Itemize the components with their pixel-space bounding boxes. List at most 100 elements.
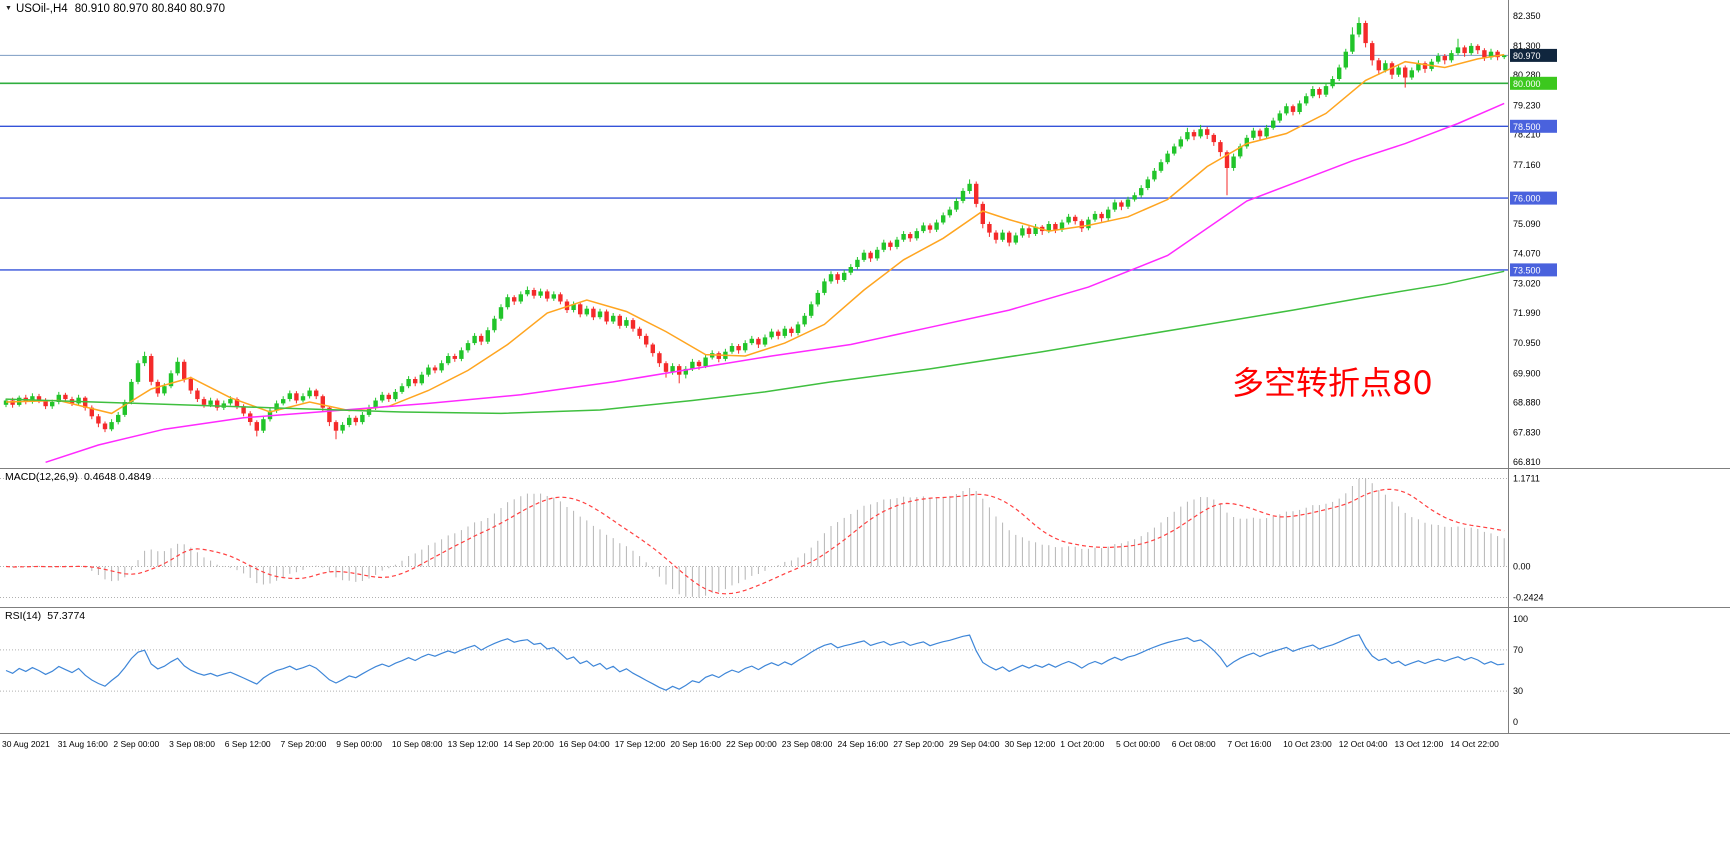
candle-body xyxy=(353,417,358,423)
rsi-value: 57.3774 xyxy=(47,610,86,622)
candle-body xyxy=(162,386,167,394)
candle-body xyxy=(1277,113,1282,121)
candle-body xyxy=(96,416,101,424)
candle-body xyxy=(347,417,352,425)
candle-body xyxy=(373,400,378,408)
candle-body xyxy=(683,368,688,375)
candle-body xyxy=(1139,188,1144,196)
candle-body xyxy=(703,357,708,367)
time-axis-label: 30 Sep 12:00 xyxy=(1004,739,1056,749)
candle-body xyxy=(1026,228,1032,234)
candle-body xyxy=(360,414,365,423)
candle-body xyxy=(1502,55,1507,58)
candle-body xyxy=(267,410,273,420)
candle-body xyxy=(1363,23,1368,44)
macd-axis-label: 0.00 xyxy=(1513,562,1531,572)
price-axis-label: 67.830 xyxy=(1513,428,1541,438)
candle-body xyxy=(591,308,596,318)
candle-body xyxy=(650,344,655,354)
candle-body xyxy=(1403,67,1408,78)
candle-body xyxy=(294,393,299,401)
time-axis-label: 7 Sep 20:00 xyxy=(280,739,327,749)
candle-body xyxy=(1198,129,1203,137)
candle-body xyxy=(142,356,147,364)
price-chart-canvas[interactable]: 82.350 81.300 80.280 79.230 78.210 77.160 75.0… xyxy=(0,0,1730,468)
macd-canvas[interactable]: 1.1711 0.00 -0.2424 xyxy=(0,469,1730,607)
candle-body xyxy=(50,402,55,407)
candle-body xyxy=(1337,67,1342,79)
candle-body xyxy=(406,379,411,387)
candle-body xyxy=(597,311,603,318)
candle-body xyxy=(729,346,735,352)
candle-body xyxy=(558,294,563,302)
candle-body xyxy=(459,350,464,359)
candle-body xyxy=(30,396,35,402)
candle-body xyxy=(1297,103,1302,112)
candle-body xyxy=(630,320,636,329)
time-axis[interactable]: 30 Aug 2021 31 Aug 16:00 2 Sep 00:00 3 Sep … xyxy=(0,734,1730,756)
candle-body xyxy=(617,315,622,326)
candle-body xyxy=(657,353,662,364)
candle-body xyxy=(241,406,246,414)
candle-body xyxy=(611,315,616,322)
candle-body xyxy=(1290,106,1296,112)
empty-area xyxy=(0,756,1730,841)
macd-panel[interactable]: 1.1711 0.00 -0.2424 MACD(12,26,9) 0.4648 0.… xyxy=(0,469,1730,608)
candle-body xyxy=(472,335,477,344)
macd-signal-line xyxy=(5,488,1505,595)
candle-body xyxy=(644,335,649,345)
rsi-label: RSI(14) 57.3774 xyxy=(5,610,85,622)
candle-body xyxy=(914,231,919,239)
candle-body xyxy=(188,379,193,391)
time-axis-label: 6 Oct 08:00 xyxy=(1171,739,1216,749)
candle-body xyxy=(36,396,42,401)
candle-body xyxy=(901,234,906,240)
candle-body xyxy=(1323,86,1329,95)
time-axis-label: 7 Oct 16:00 xyxy=(1227,739,1272,749)
candle-body xyxy=(452,356,457,359)
chart-annotation: 多空转折点80 xyxy=(1232,364,1433,402)
candle-body xyxy=(993,232,999,240)
time-axis-label: 13 Sep 12:00 xyxy=(447,739,499,749)
candle-body xyxy=(960,190,966,201)
macd-label: MACD(12,26,9) 0.4648 0.4849 xyxy=(5,471,151,483)
candle-body xyxy=(921,225,926,232)
time-axis-label: 13 Oct 12:00 xyxy=(1394,739,1444,749)
candle-body xyxy=(393,391,398,400)
candle-body xyxy=(386,394,391,400)
candle-body xyxy=(498,307,504,319)
candle-body xyxy=(888,242,893,247)
time-axis-label: 31 Aug 16:00 xyxy=(57,739,108,749)
candle-body xyxy=(43,400,48,407)
price-scale-separator xyxy=(1508,0,1509,733)
candle-body xyxy=(518,294,523,302)
time-axis-label: 20 Sep 16:00 xyxy=(670,739,721,749)
candle-body xyxy=(842,272,847,280)
candle-body xyxy=(274,403,279,411)
price-axis-label: 75.090 xyxy=(1513,219,1541,229)
candle-body xyxy=(934,222,939,230)
candle-body xyxy=(1330,79,1335,87)
rsi-panel[interactable]: 100 70 30 0 RSI(14) 57.3774 xyxy=(0,608,1730,734)
candle-body xyxy=(1370,43,1375,61)
price-axis-label: 82.350 xyxy=(1513,11,1541,21)
candle-body xyxy=(340,424,345,431)
candle-body xyxy=(1046,224,1051,232)
candle-body xyxy=(505,297,510,308)
time-axis-label: 6 Sep 12:00 xyxy=(224,739,271,749)
rsi-canvas[interactable]: 100 70 30 0 xyxy=(0,608,1730,733)
candle-body xyxy=(1238,146,1243,157)
candle-body xyxy=(1416,63,1421,71)
candle-body xyxy=(848,267,853,273)
candle-body xyxy=(1442,56,1447,61)
candle-body xyxy=(1178,139,1183,147)
candle-body xyxy=(776,331,781,336)
candle-body xyxy=(1317,89,1322,95)
chart-ohlc-values: 80.910 80.970 80.840 80.970 xyxy=(74,3,225,15)
macd-values: 0.4648 0.4849 xyxy=(83,471,152,483)
price-chart-panel[interactable]: 82.350 81.300 80.280 79.230 78.210 77.160 75.0… xyxy=(0,0,1730,469)
candle-body xyxy=(1000,232,1005,240)
candle-body xyxy=(1033,226,1038,234)
candle-body xyxy=(1158,162,1164,171)
